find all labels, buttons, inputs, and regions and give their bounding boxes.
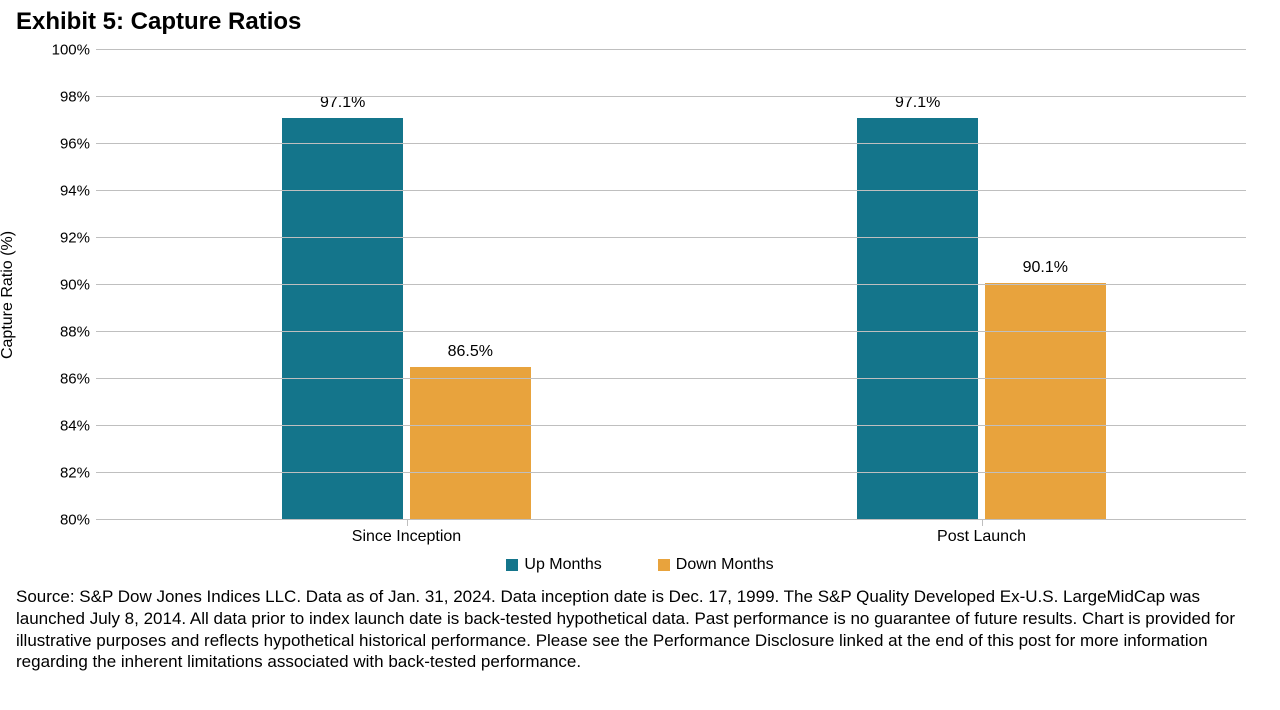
y-axis-label: Capture Ratio (%)	[0, 231, 17, 359]
x-tick-mark	[982, 520, 983, 526]
y-tick-label: 92%	[46, 230, 90, 247]
y-tick-label: 82%	[46, 465, 90, 482]
gridline	[96, 472, 1246, 473]
gridline	[96, 49, 1246, 50]
chart-title: Exhibit 5: Capture Ratios	[16, 8, 1264, 36]
y-tick-label: 88%	[46, 324, 90, 341]
gridline	[96, 425, 1246, 426]
bar	[857, 118, 978, 520]
chart-container: Capture Ratio (%) 97.1%86.5%97.1%90.1% 8…	[16, 40, 1256, 550]
legend-label: Down Months	[676, 556, 774, 574]
y-tick-label: 80%	[46, 512, 90, 529]
gridline	[96, 331, 1246, 332]
legend-item: Up Months	[506, 556, 601, 574]
bar	[410, 367, 531, 520]
bar	[282, 118, 403, 520]
legend: Up Months Down Months	[16, 556, 1264, 576]
legend-item: Down Months	[658, 556, 774, 574]
x-tick-label: Since Inception	[352, 528, 461, 546]
gridline	[96, 237, 1246, 238]
y-tick-label: 84%	[46, 418, 90, 435]
y-tick-label: 86%	[46, 371, 90, 388]
legend-swatch	[506, 559, 518, 571]
legend-label: Up Months	[524, 556, 601, 574]
y-tick-label: 98%	[46, 89, 90, 106]
y-tick-label: 94%	[46, 183, 90, 200]
gridline	[96, 143, 1246, 144]
legend-swatch	[658, 559, 670, 571]
x-tick-mark	[407, 520, 408, 526]
bar	[985, 283, 1106, 520]
y-tick-label: 100%	[46, 42, 90, 59]
gridline	[96, 284, 1246, 285]
gridline	[96, 96, 1246, 97]
bar-value-label: 90.1%	[985, 259, 1105, 277]
x-tick-label: Post Launch	[937, 528, 1026, 546]
bars-layer: 97.1%86.5%97.1%90.1%	[96, 50, 1246, 520]
bar-value-label: 86.5%	[410, 343, 530, 361]
y-tick-label: 90%	[46, 277, 90, 294]
y-tick-label: 96%	[46, 136, 90, 153]
gridline	[96, 519, 1246, 520]
source-note: Source: S&P Dow Jones Indices LLC. Data …	[16, 586, 1264, 673]
gridline	[96, 378, 1246, 379]
plot-area: 97.1%86.5%97.1%90.1% 80%82%84%86%88%90%9…	[96, 50, 1246, 520]
gridline	[96, 190, 1246, 191]
